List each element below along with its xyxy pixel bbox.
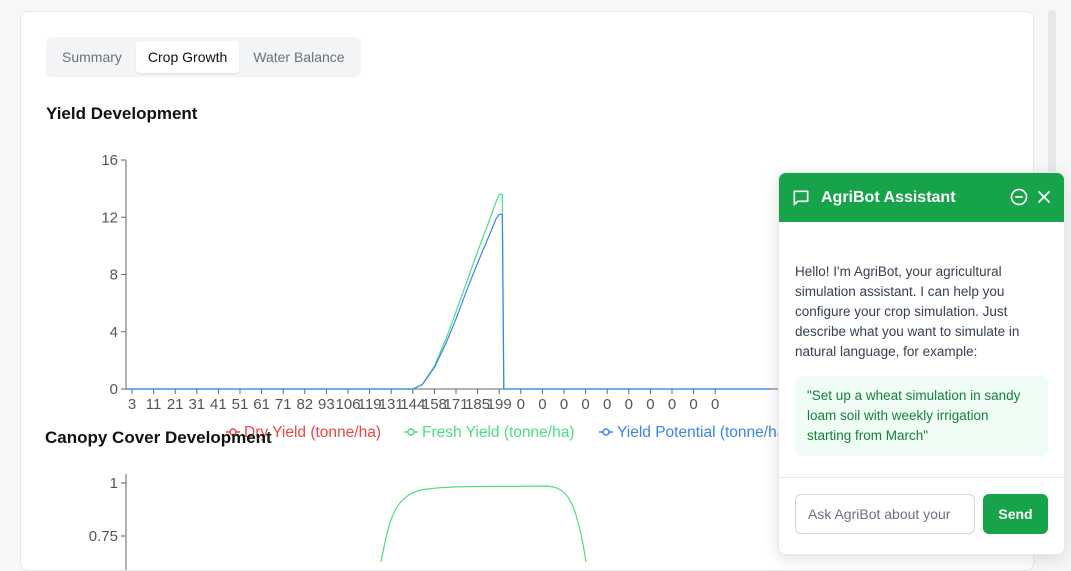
legend-entry-1[interactable]: Fresh Yield (tonne/ha) <box>404 424 575 441</box>
chat-header: AgriBot Assistant <box>779 173 1064 222</box>
canopy-cover-line <box>380 485 587 563</box>
yield-development-chart: 0 4 8 12 16 3 11 21 31 41 51 61 71 82 93 10611913114415… <box>101 152 790 441</box>
chat-input[interactable] <box>795 494 975 534</box>
x-tick-label: 21 <box>167 396 184 413</box>
minimize-icon[interactable] <box>1009 187 1029 207</box>
x-tick-label: 185 <box>465 396 490 413</box>
x-tick-label: 71 <box>275 396 292 413</box>
x-tick-label: 0 <box>646 396 654 413</box>
y-tick-label: 0 <box>110 381 118 398</box>
y-tick-label: 1 <box>110 475 118 492</box>
x-tick-label: 158 <box>422 396 447 413</box>
chat-title: AgriBot Assistant <box>821 188 956 206</box>
x-tick-label: 0 <box>668 396 676 413</box>
x-tick-label: 0 <box>711 396 719 413</box>
x-tick-label: 3 <box>128 396 136 413</box>
close-icon[interactable] <box>1034 187 1054 207</box>
legend-label: Dry Yield (tonne/ha) <box>244 424 381 441</box>
canopy-chart-title: Canopy Cover Development <box>45 428 272 447</box>
y-tick-label: 8 <box>110 267 118 284</box>
y-tick-label: 4 <box>110 324 118 341</box>
x-tick-label: 0 <box>625 396 633 413</box>
chat-bubble-icon <box>791 188 811 208</box>
x-tick-label: 11 <box>146 396 162 413</box>
y-tick-label: 0.75 <box>89 528 118 545</box>
x-tick-label: 41 <box>210 396 227 413</box>
legend-marker <box>229 428 237 436</box>
example-prompt[interactable]: "Set up a wheat simulation in sandy loam… <box>795 376 1048 456</box>
x-tick-label: 131 <box>379 396 404 413</box>
yield-chart-title: Yield Development <box>46 104 198 123</box>
chat-footer: Send <box>779 477 1064 554</box>
legend-label: Yield Potential (tonne/ha) <box>617 424 790 441</box>
series-line-1 <box>126 193 771 390</box>
agribot-chat-panel: AgriBot Assistant Hello! I'm AgriBot, yo… <box>778 172 1065 555</box>
y-tick-label: 16 <box>101 152 118 169</box>
x-tick-label: 0 <box>517 396 525 413</box>
x-tick-label: 199 <box>487 396 512 413</box>
x-tick-label: 144 <box>400 396 425 413</box>
legend-entry-2[interactable]: Yield Potential (tonne/ha) <box>599 424 790 441</box>
legend-marker <box>602 428 610 436</box>
bot-intro-message: Hello! I'm AgriBot, your agricultural si… <box>795 264 1020 359</box>
x-tick-label: 31 <box>188 396 205 413</box>
tab-summary[interactable]: Summary <box>62 49 122 65</box>
y-tick-label: 12 <box>101 209 118 226</box>
tab-water-balance[interactable]: Water Balance <box>253 49 345 65</box>
legend-label: Fresh Yield (tonne/ha) <box>422 424 575 441</box>
x-tick-label: 61 <box>253 396 270 413</box>
x-tick-label: 106 <box>335 396 360 413</box>
x-tick-label: 0 <box>538 396 546 413</box>
legend-marker <box>407 428 415 436</box>
series-line-2 <box>126 213 771 390</box>
x-tick-label: 0 <box>689 396 697 413</box>
x-tick-label: 51 <box>232 396 249 413</box>
canopy-cover-chart: 0.75 1 <box>89 474 587 570</box>
x-tick-label: 93 <box>318 396 335 413</box>
send-button[interactable]: Send <box>983 494 1048 534</box>
chat-messages: Hello! I'm AgriBot, your agricultural si… <box>779 222 1064 456</box>
legend-entry-0[interactable]: Dry Yield (tonne/ha) <box>226 424 381 441</box>
tab-crop-growth[interactable]: Crop Growth <box>135 41 240 73</box>
x-tick-label: 0 <box>603 396 611 413</box>
x-tick-label: 0 <box>560 396 568 413</box>
x-tick-label: 171 <box>443 396 468 413</box>
results-tabs: Summary Crop Growth Water Balance <box>46 37 361 77</box>
x-tick-label: 82 <box>296 396 313 413</box>
x-tick-label: 119 <box>358 396 382 413</box>
x-tick-label: 0 <box>581 396 589 413</box>
